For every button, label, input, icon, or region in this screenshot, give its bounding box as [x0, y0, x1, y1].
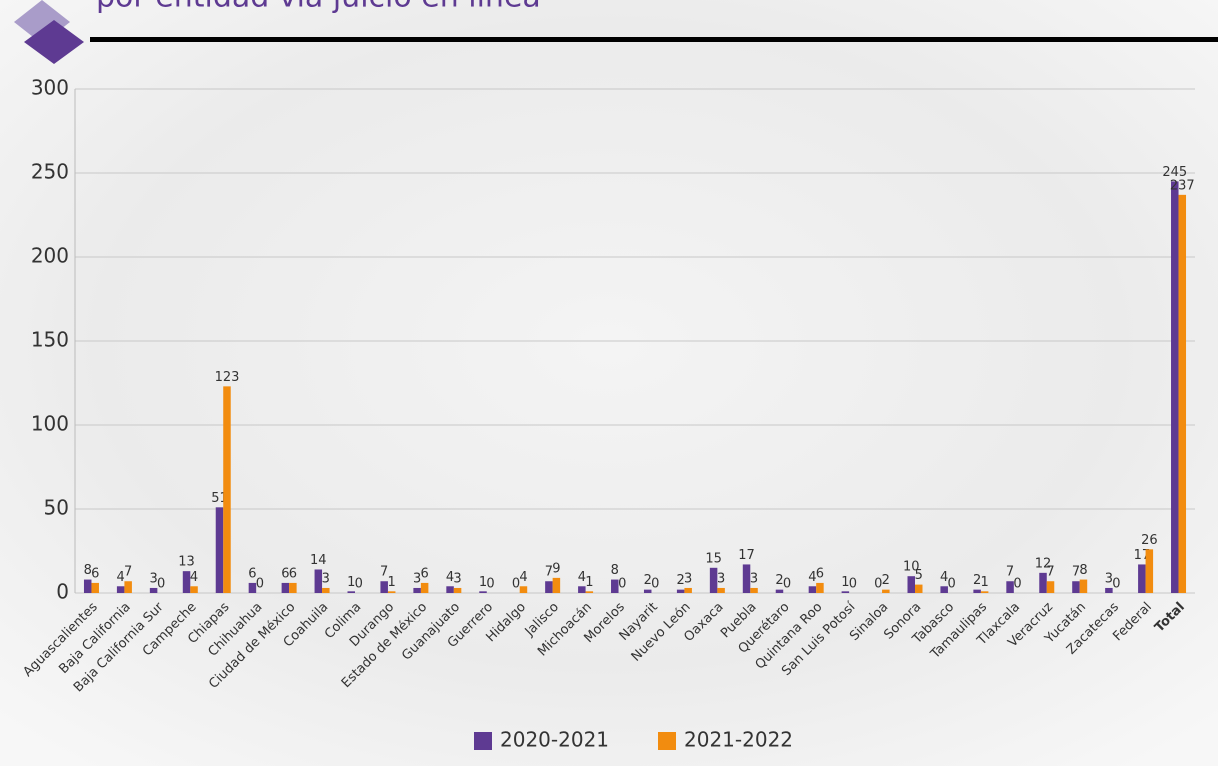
data-label: 3	[684, 571, 692, 586]
data-label: 3	[750, 571, 758, 586]
data-label: 4	[190, 570, 198, 585]
legend-label: 2021-2022	[684, 728, 793, 752]
bar	[190, 586, 198, 593]
bar	[981, 591, 989, 593]
bar	[479, 591, 487, 593]
bar	[91, 583, 99, 593]
y-tick-label: 0	[56, 580, 69, 604]
bar	[348, 591, 356, 593]
data-label: 2	[882, 573, 890, 588]
bar	[520, 586, 528, 593]
data-label: 6	[289, 566, 297, 581]
data-label: 0	[486, 577, 494, 592]
data-label: 6	[91, 566, 99, 581]
bar	[545, 581, 553, 593]
bar	[454, 588, 462, 593]
bar	[1080, 580, 1088, 593]
data-label: 3	[717, 571, 725, 586]
bar	[1138, 564, 1146, 593]
title-rule	[90, 37, 1218, 42]
bar	[586, 591, 594, 593]
data-label: 1	[980, 575, 988, 590]
data-label: 0	[1112, 577, 1120, 592]
data-label: 7	[1046, 565, 1054, 580]
bar	[553, 578, 561, 593]
bar	[842, 591, 850, 593]
data-label: 123	[215, 370, 240, 385]
bar	[421, 583, 429, 593]
y-tick-label: 250	[31, 160, 69, 184]
bar	[684, 588, 692, 593]
y-tick-label: 50	[44, 496, 69, 520]
bar	[1047, 581, 1055, 593]
data-label: 0	[256, 577, 264, 592]
data-label: 1	[585, 575, 593, 590]
bar	[223, 386, 231, 593]
chart: por entidad vía juicio en línea 05010015…	[0, 0, 1218, 766]
data-label: 237	[1170, 178, 1195, 193]
data-label: 6	[420, 566, 428, 581]
bar	[282, 583, 290, 593]
bar	[915, 585, 923, 593]
bar	[84, 580, 92, 593]
bar	[1171, 181, 1179, 593]
bar	[809, 586, 817, 593]
data-label: 26	[1141, 533, 1158, 548]
data-label: 0	[849, 577, 857, 592]
bar	[413, 588, 421, 593]
y-tick-label: 150	[31, 328, 69, 352]
background	[0, 0, 1218, 766]
bar	[1072, 581, 1080, 593]
data-label: 3	[322, 571, 330, 586]
y-tick-label: 200	[31, 244, 69, 268]
bar	[446, 586, 454, 593]
data-label: 13	[178, 555, 195, 570]
y-tick-label: 300	[31, 76, 69, 100]
data-label: 17	[738, 548, 755, 563]
bar	[717, 588, 725, 593]
data-label: 6	[816, 566, 824, 581]
data-label: 0	[948, 577, 956, 592]
bar	[677, 590, 685, 593]
data-label: 0	[783, 577, 791, 592]
bar	[216, 507, 224, 593]
data-label: 0	[618, 577, 626, 592]
bar	[117, 586, 125, 593]
bar	[388, 591, 396, 593]
chart-title: por entidad vía juicio en línea	[96, 0, 541, 15]
data-label: 8	[1079, 563, 1087, 578]
bar	[289, 583, 297, 593]
legend-label: 2020-2021	[500, 728, 609, 752]
data-label: 15	[705, 551, 722, 566]
data-label: 14	[310, 553, 327, 568]
bar	[816, 583, 824, 593]
y-tick-label: 100	[31, 412, 69, 436]
data-label: 1	[388, 575, 396, 590]
data-label: 4	[519, 570, 527, 585]
bar	[882, 590, 890, 593]
legend-swatch	[658, 732, 676, 750]
bar	[973, 590, 981, 593]
data-label: 3	[453, 571, 461, 586]
bar	[1146, 549, 1154, 593]
bar	[322, 588, 330, 593]
data-label: 9	[552, 561, 560, 576]
data-label: 0	[651, 577, 659, 592]
data-label: 5	[915, 568, 923, 583]
data-label: 0	[1013, 577, 1021, 592]
legend-swatch	[474, 732, 492, 750]
bar	[124, 581, 132, 593]
bar	[750, 588, 758, 593]
bar	[1179, 195, 1187, 593]
data-label: 0	[355, 577, 363, 592]
data-label: 0	[157, 577, 165, 592]
data-label: 7	[124, 565, 132, 580]
